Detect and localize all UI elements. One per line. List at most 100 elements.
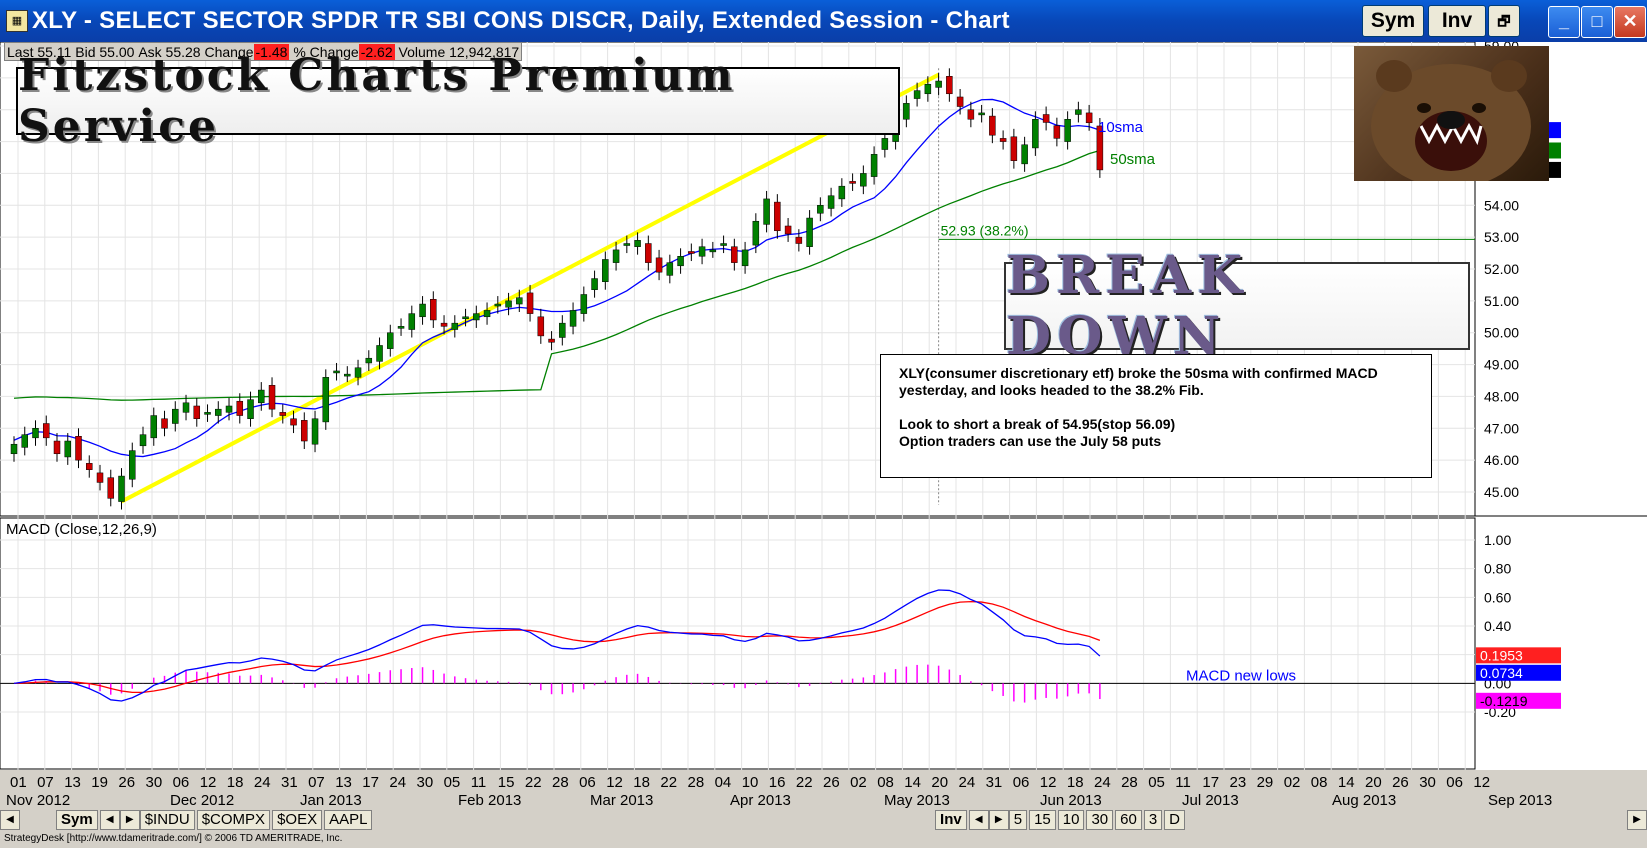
candle-body — [827, 195, 835, 209]
tab-sym[interactable]: Sym — [56, 810, 98, 830]
tab-oex[interactable]: $OEX — [272, 810, 323, 830]
sym-button[interactable]: Sym — [1362, 5, 1424, 37]
candle-body — [1096, 125, 1104, 171]
price-axis-tick: 49.00 — [1484, 357, 1519, 373]
app-icon: ▦ — [6, 10, 28, 32]
analysis-note: XLY(consumer discretionary etf) broke th… — [880, 354, 1432, 478]
quote-pct-label: % Change — [293, 43, 359, 60]
candle-body — [430, 299, 437, 321]
tab-aapl[interactable]: AAPL — [324, 810, 373, 830]
fib-label: 52.93 (38.2%) — [941, 222, 1029, 238]
interval-next-icon[interactable]: ▶ — [988, 810, 1009, 830]
x-axis-day: 20 — [1365, 774, 1382, 791]
inv-button[interactable]: Inv — [1428, 5, 1486, 37]
candle-body — [32, 428, 39, 439]
x-axis-day: 24 — [389, 774, 406, 791]
breakdown-graphic: BREAK DOWN — [1004, 245, 1470, 367]
tab-indu[interactable]: $INDU — [139, 810, 195, 830]
candle-body — [537, 316, 545, 337]
x-axis-day: 13 — [335, 774, 352, 791]
macd-axis-tick: 1.00 — [1484, 532, 1511, 548]
interval-30[interactable]: 30 — [1086, 810, 1114, 830]
interval-60[interactable]: 60 — [1115, 810, 1142, 830]
note-line-1: XLY(consumer discretionary etf) broke th… — [899, 365, 1378, 398]
candle-body — [516, 297, 523, 305]
x-axis-day: 31 — [281, 774, 298, 791]
x-axis-day: 07 — [308, 774, 325, 791]
macd-line — [13, 589, 1101, 702]
price-axis-tick: 46.00 — [1484, 452, 1519, 468]
price-axis-tick: 53.00 — [1484, 229, 1519, 245]
candle-body — [290, 418, 297, 426]
candle-body — [419, 303, 426, 318]
candle-body — [677, 256, 684, 267]
x-axis-day: 11 — [471, 774, 487, 791]
interval-3[interactable]: 3 — [1143, 810, 1163, 830]
x-axis-day: 06 — [579, 774, 596, 791]
candle-body — [64, 440, 72, 458]
candle-body — [161, 418, 168, 429]
quote-last: Last 55.11 — [7, 43, 72, 60]
candle-body — [989, 115, 996, 136]
x-axis-day: 23 — [1230, 774, 1247, 791]
x-axis-day: 18 — [227, 774, 244, 791]
restore-icon[interactable]: 🗗 — [1488, 5, 1520, 37]
quote-bid: Bid 55.00 — [75, 43, 135, 60]
x-axis-day: 18 — [1067, 774, 1084, 791]
tag-macd-signal-bg — [1476, 647, 1561, 664]
candle-body — [322, 377, 330, 423]
maximize-button[interactable]: □ — [1581, 6, 1613, 38]
x-axis-month: Dec 2012 — [170, 792, 234, 809]
tab-row: ◀ Sym ◀ ▶ $INDU $COMPX $OEX AAPL Inv ◀ ▶… — [0, 810, 1647, 830]
quote-ask: Ask 55.28 — [138, 43, 201, 60]
candle-body — [881, 138, 889, 150]
sma10-label: 10sma — [1098, 119, 1144, 136]
sma50-line — [13, 149, 1101, 401]
candle-body — [559, 322, 566, 338]
tab-next-icon[interactable]: ▶ — [119, 810, 140, 830]
window-title: XLY - SELECT SECTOR SPDR TR SBI CONS DIS… — [32, 7, 1010, 34]
tab-inv[interactable]: Inv — [935, 810, 967, 830]
candle-body — [129, 450, 136, 480]
interval-prev-icon[interactable]: ◀ — [968, 810, 989, 830]
interval-d[interactable]: D — [1164, 810, 1185, 830]
tab-prev-icon[interactable]: ◀ — [99, 810, 120, 830]
candle-body — [1053, 125, 1061, 139]
candle-body — [903, 103, 910, 120]
candle-body — [956, 96, 964, 107]
candle-body — [440, 322, 448, 327]
x-axis-day: 08 — [877, 774, 894, 791]
x-axis-day: 18 — [633, 774, 650, 791]
minimize-button[interactable]: _ — [1548, 6, 1580, 38]
scroll-right-icon[interactable]: ▶ — [1627, 810, 1647, 830]
interval-5[interactable]: 5 — [1008, 810, 1028, 830]
macd-signal-line — [13, 600, 1101, 694]
x-axis-day: 08 — [1311, 774, 1328, 791]
chart-canvas[interactable]: 59.0058.0057.0056.0055.0054.0053.0052.00… — [0, 42, 1647, 770]
candle-body — [483, 310, 491, 318]
interval-10[interactable]: 10 — [1057, 810, 1085, 830]
candle-body — [795, 236, 803, 244]
x-axis-day: 28 — [688, 774, 705, 791]
macd-axis-tick: 0.80 — [1484, 561, 1511, 577]
interval-15[interactable]: 15 — [1029, 810, 1056, 830]
x-axis-day: 30 — [1419, 774, 1436, 791]
price-axis-tick: 50.00 — [1484, 325, 1519, 341]
candle-body — [204, 412, 211, 415]
x-axis-month: Aug 2013 — [1332, 792, 1396, 809]
candle-body — [580, 294, 588, 314]
candle-body — [344, 373, 351, 377]
x-axis-day: 12 — [200, 774, 217, 791]
candle-body — [408, 313, 416, 330]
candle-body — [924, 83, 932, 95]
candle-body — [225, 405, 233, 413]
tag-macd-hist: -0.1219 — [1480, 693, 1528, 709]
tab-compx[interactable]: $COMPX — [196, 810, 271, 830]
tag-macd: 0.0734 — [1480, 665, 1523, 681]
candle-body — [849, 181, 856, 184]
candle-body — [247, 399, 254, 419]
close-button[interactable]: ✕ — [1614, 6, 1646, 38]
scroll-left-icon[interactable]: ◀ — [0, 810, 20, 830]
candle-body — [591, 278, 598, 290]
candle-body — [1042, 114, 1050, 123]
